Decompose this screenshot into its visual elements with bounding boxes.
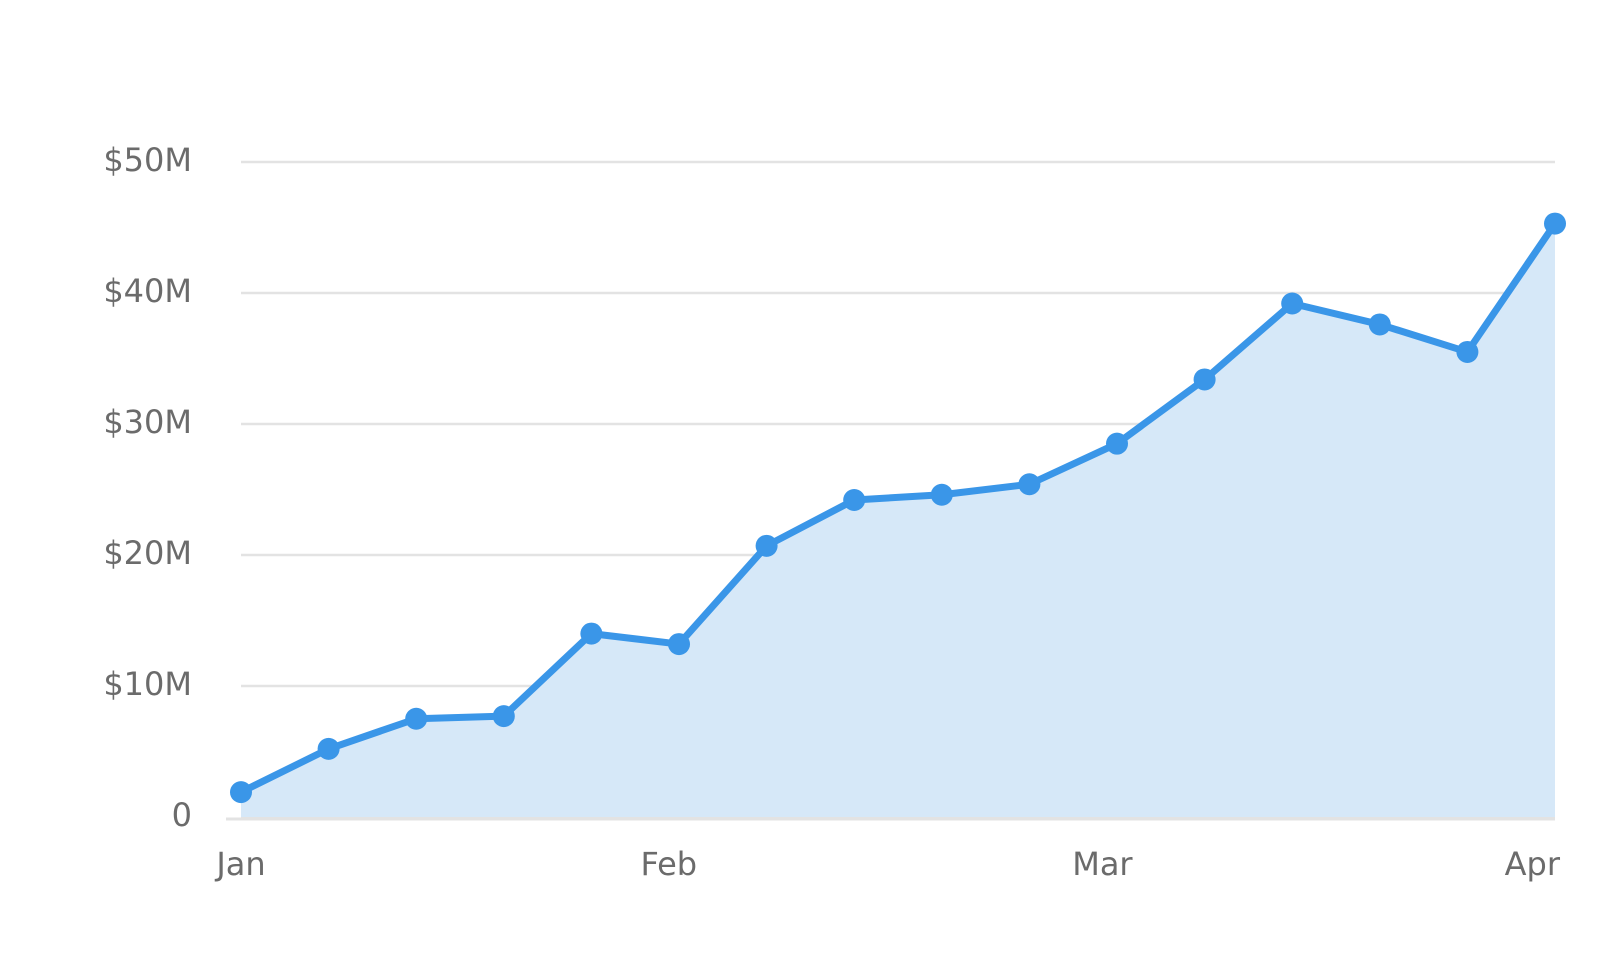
point [668,633,690,656]
x-tick-label: Jan [214,845,265,883]
point [930,483,953,506]
point [1544,212,1566,235]
point [405,707,428,730]
y-tick-label: 0 [172,796,192,834]
point [1018,473,1041,496]
point [843,488,866,511]
point [1106,432,1128,455]
point [1193,368,1216,391]
point [755,534,778,557]
area [241,223,1555,817]
x-tick-label: Apr [1505,845,1561,883]
point [1456,340,1479,363]
point [230,781,252,804]
x-tick-label: Feb [640,845,697,883]
x-tick-label: Mar [1072,845,1133,883]
y-tick-label: $30M [103,403,192,441]
y-tick-label: $50M [103,141,192,179]
y-tick-label: $10M [103,665,192,703]
point [492,705,515,728]
y-tick-label: $20M [103,534,192,572]
y-tick-label: $40M [103,272,192,310]
point [1368,313,1391,336]
line [239,221,1558,796]
point [1281,292,1304,315]
point [580,622,603,645]
point [317,737,340,760]
